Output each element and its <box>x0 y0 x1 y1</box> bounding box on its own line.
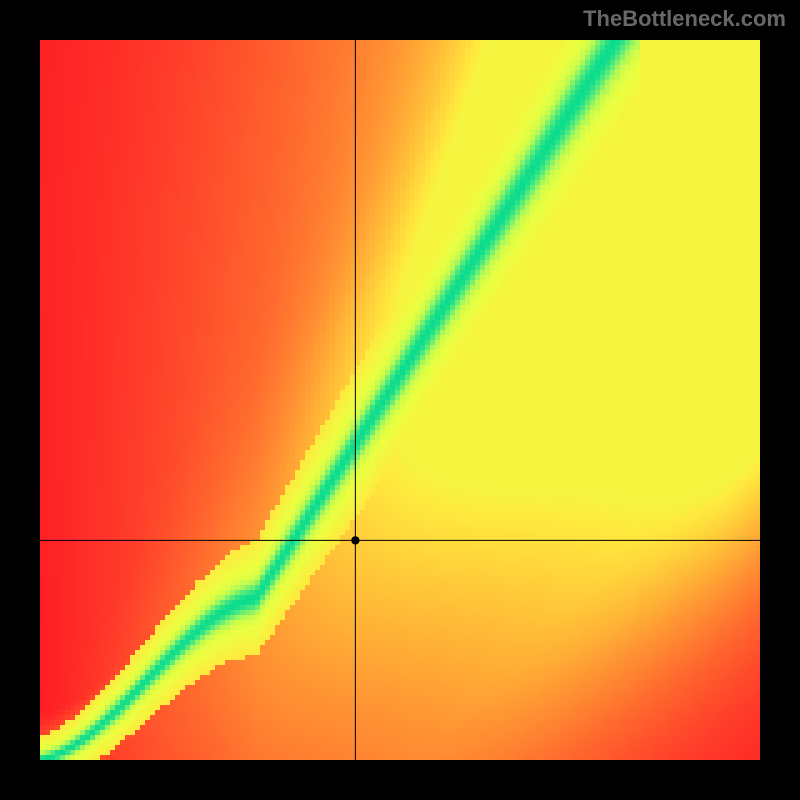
chart-container: TheBottleneck.com <box>0 0 800 800</box>
heatmap-canvas <box>40 40 760 760</box>
watermark-text: TheBottleneck.com <box>583 6 786 32</box>
